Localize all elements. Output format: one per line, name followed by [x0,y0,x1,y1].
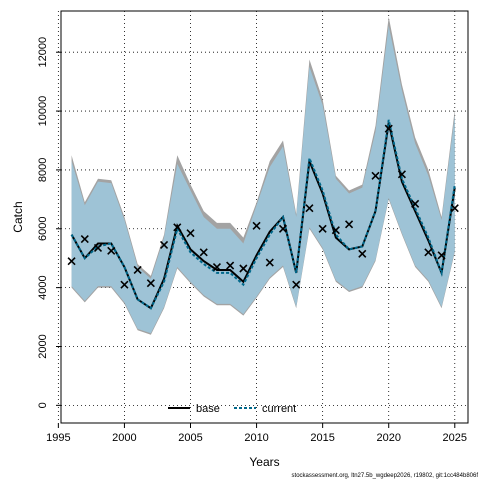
source-footnote: stockassessment.org, ltn27.5b_wgdeep2026… [292,473,479,479]
current-series-line [70,119,456,310]
observed-points [67,124,459,289]
x-tick-label: 2020 [376,432,400,444]
observed-point [384,124,393,133]
x-tick-label: 1995 [46,432,70,444]
y-tick-label: 2000 [37,334,49,358]
observed-point [397,170,406,179]
observed-point [173,223,182,232]
observed-point [358,249,367,258]
observed-point [318,224,327,233]
observed-point [120,280,129,289]
legend-current-label: current [262,403,296,415]
y-tick-label: 8000 [37,158,49,182]
observed-point [278,224,288,233]
observed-point [411,199,420,208]
series-lines [70,119,456,310]
y-axis-title: Catch [11,201,25,232]
observed-point [371,171,380,180]
x-tick-label: 2025 [443,432,467,444]
axes: 1995 2000 2005 2010 2015 2020 2025 0 2000 4000 600… [37,37,467,444]
observed-point [252,221,261,230]
observed-point [239,264,248,273]
observed-point [160,240,169,250]
observed-point [146,279,155,288]
x-tick-label: 2000 [112,432,136,444]
observed-point [199,248,208,257]
observed-point [226,261,235,270]
observed-point [305,204,314,213]
observed-point [133,265,142,275]
x-axis-title: Years [249,455,279,469]
observed-point [107,246,116,255]
observed-point [331,226,340,235]
observed-point [186,229,195,238]
observed-point [93,243,103,252]
observed-point [80,235,89,244]
observed-point [292,280,301,289]
observed-point [450,204,459,213]
y-tick-label: 6000 [37,217,49,241]
legend-base-label: base [196,403,220,415]
observed-point [424,248,433,257]
y-tick-label: 0 [37,402,49,408]
legend: base current [168,403,296,415]
observed-point [437,251,446,260]
observed-point [67,257,76,266]
y-tick-label: 12000 [37,37,49,68]
x-tick-label: 2005 [178,432,202,444]
plot-frame [60,10,469,424]
y-tick-label: 4000 [37,275,49,299]
x-tick-label: 2015 [310,432,334,444]
y-tick-label: 10000 [37,96,49,127]
observed-point [265,258,274,267]
observed-point [212,262,221,272]
confidence-bands [71,16,455,335]
x-tick-label: 2010 [244,432,268,444]
observed-point [345,220,354,229]
